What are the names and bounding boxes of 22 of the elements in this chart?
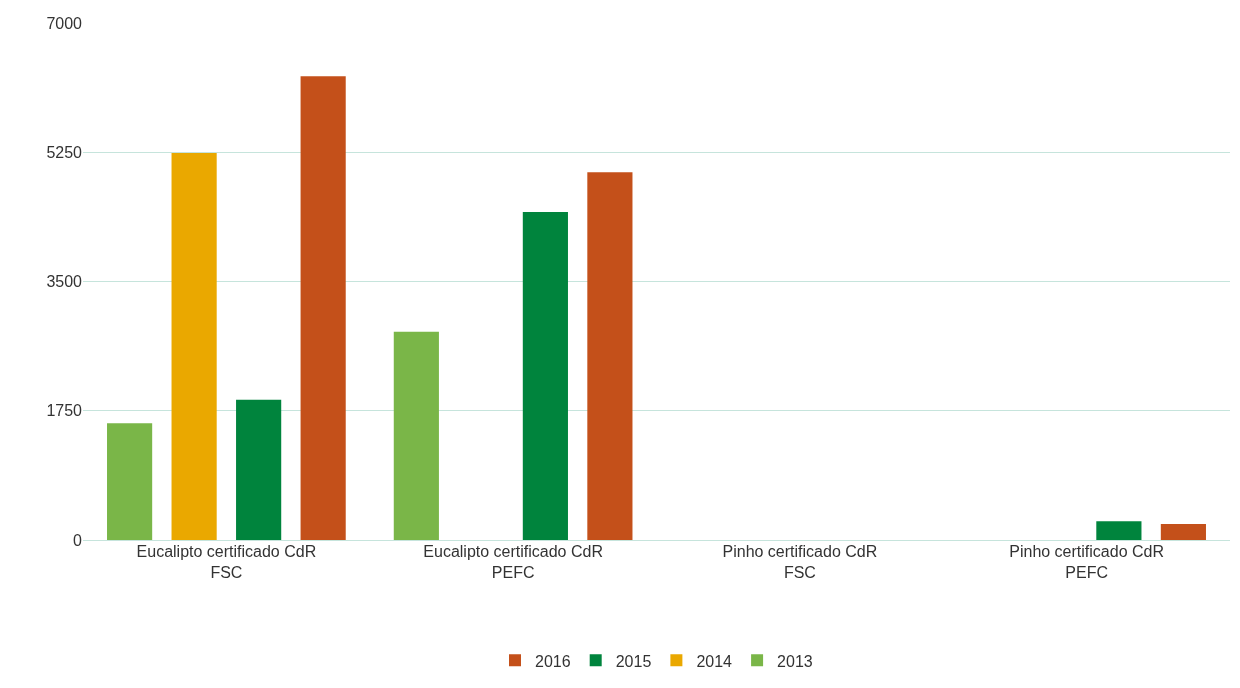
bar xyxy=(1160,524,1206,540)
bar xyxy=(236,399,282,540)
legend-label: 2016 xyxy=(535,652,571,670)
y-tick-label: 1750 xyxy=(46,402,83,420)
bar xyxy=(107,423,153,540)
legend-label: 2014 xyxy=(696,652,733,670)
bar xyxy=(1096,521,1142,540)
bar xyxy=(587,172,633,540)
y-tick-label: 7000 xyxy=(46,14,83,32)
y-tick-label: 5250 xyxy=(46,143,83,161)
bar xyxy=(522,212,568,540)
y-tick-label: 3500 xyxy=(46,273,83,291)
bar xyxy=(300,76,346,540)
y-tick-label: 0 xyxy=(73,531,83,549)
bar xyxy=(171,152,217,540)
x-tick-label: Eucalipto certificado CdR PEFC xyxy=(423,543,603,581)
legend-label: 2015 xyxy=(615,652,652,670)
x-tick-label: Eucalipto certificado CdR FSC xyxy=(136,543,317,581)
x-tick-label: Pinho certificado CdR FSC xyxy=(722,543,878,581)
x-tick-label: Pinho certificado CdR PEFC xyxy=(1009,543,1165,581)
bar xyxy=(393,331,439,540)
legend-label: 2013 xyxy=(777,652,813,670)
